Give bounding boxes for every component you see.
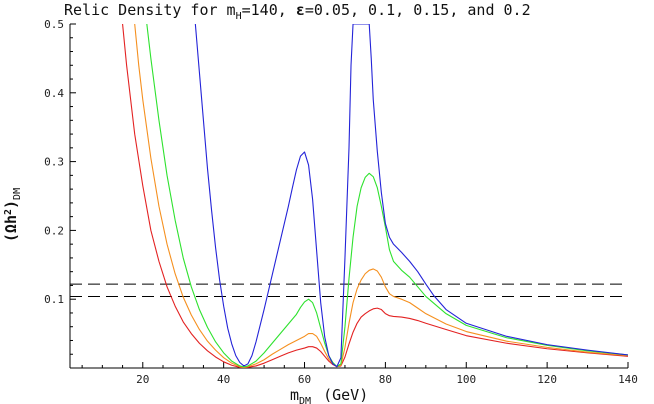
- y-axis-title-main: (Ωh: [2, 215, 20, 242]
- x-tick-label: 60: [298, 373, 311, 386]
- x-tick-label: 80: [379, 373, 392, 386]
- series-group: [122, 24, 628, 368]
- title-middle: =140,: [242, 1, 296, 19]
- x-axis-title-unit: (GeV): [323, 386, 368, 404]
- y-axis-title-sup: 2: [3, 209, 14, 215]
- x-tick-label: 120: [537, 373, 557, 386]
- series-line-4: [194, 24, 628, 368]
- title-prefix: Relic Density for m: [64, 1, 236, 19]
- x-tick-label: 20: [136, 373, 149, 386]
- chart-title: Relic Density for mH=140, ε=0.05, 0.1, 0…: [64, 1, 531, 22]
- x-axis-title-main: m: [290, 386, 299, 404]
- x-tick-label: 100: [456, 373, 476, 386]
- x-tick-label: 140: [618, 373, 638, 386]
- y-axis-title-sub: DM: [12, 188, 23, 200]
- x-axis-title-sub: DM: [299, 396, 311, 404]
- title-epsilon: ε: [296, 1, 305, 19]
- series-line-3: [146, 24, 628, 368]
- series-line-1: [122, 24, 628, 368]
- y-tick-label: 0.2: [44, 224, 64, 237]
- reference-lines: [70, 283, 628, 297]
- y-ticks: 0.1 0.2 0.3 0.4 0.5: [44, 18, 76, 355]
- y-tick-label: 0.5: [44, 18, 64, 31]
- series-line-2: [134, 24, 628, 368]
- axes: [69, 24, 628, 369]
- x-axis-title: mDM (GeV): [290, 386, 368, 404]
- title-subscript: H: [236, 11, 242, 22]
- y-tick-label: 0.4: [44, 87, 64, 100]
- title-suffix: =0.05, 0.1, 0.15, and 0.2: [305, 1, 531, 19]
- y-axis-title-close: ): [2, 200, 20, 209]
- x-ticks: 20 40 60 80 100 120 140: [81, 362, 638, 386]
- y-axis-title: (Ωh2)DM: [2, 188, 23, 242]
- y-tick-label: 0.1: [44, 293, 64, 306]
- x-tick-label: 40: [217, 373, 230, 386]
- y-tick-label: 0.3: [44, 156, 64, 169]
